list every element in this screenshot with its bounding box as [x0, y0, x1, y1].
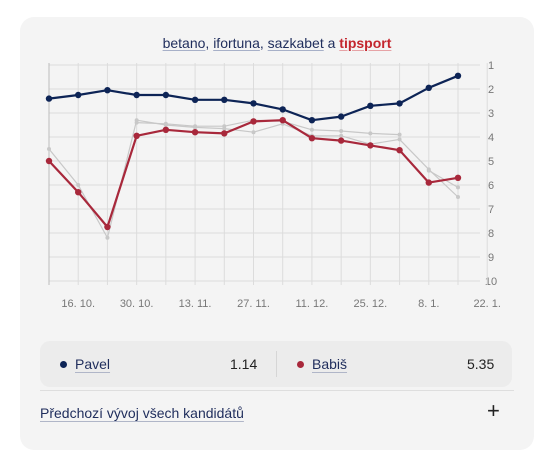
- faint-series-point: [163, 123, 168, 127]
- pavel-data-point: [308, 117, 316, 124]
- pavel-data-point: [367, 102, 374, 110]
- babis-data-point: [337, 137, 345, 144]
- x-tick-label: 25. 12.: [354, 298, 388, 310]
- x-tick-label: 27. 11.: [237, 298, 270, 310]
- odds-divider: [276, 351, 277, 377]
- title-separator: ,: [259, 35, 268, 51]
- pavel-data-point: [425, 84, 432, 92]
- faint-series-point: [134, 118, 139, 123]
- pavel-data-point: [250, 100, 257, 107]
- pavel-data-point: [279, 106, 286, 113]
- faint-series-point: [105, 235, 110, 240]
- pavel-data-point: [133, 91, 140, 99]
- faint-series-point: [456, 195, 460, 199]
- title-source-ifortuna[interactable]: ifortuna: [213, 35, 260, 51]
- x-tick-label: 30. 10.: [120, 298, 154, 310]
- pavel-data-point: [104, 87, 111, 94]
- pavel-data-point: [191, 96, 199, 104]
- faint-series-point: [397, 137, 402, 142]
- title-source-tipsport[interactable]: tipsport: [339, 35, 392, 51]
- faint-series-point: [47, 147, 51, 151]
- babis-data-point: [75, 189, 82, 196]
- babis-data-point: [250, 118, 257, 125]
- faint-series-point: [76, 183, 81, 187]
- y-tick-label: 8: [488, 228, 494, 240]
- babis-data-point: [454, 174, 462, 181]
- babis-data-point: [221, 130, 228, 137]
- y-tick-label: 2: [488, 84, 494, 96]
- faint-series-point: [426, 168, 431, 173]
- x-tick-label: 8. 1.: [418, 298, 439, 310]
- pavel-data-point: [75, 91, 82, 99]
- odds-pavel-item: Pavel: [60, 341, 110, 387]
- faint-series-point: [397, 132, 402, 137]
- odds-summary: Pavel 1.14 Babiš 5.35: [40, 341, 512, 387]
- babis-data-point: [104, 223, 111, 231]
- title-separator: a: [323, 35, 340, 51]
- line-chart: 1 2 3 4 5 6 7 8 9 10 16. 10. 30. 10. 13. 11. 27. 11. 1…: [45, 60, 501, 310]
- footer-divider: [40, 390, 514, 391]
- pavel-legend-dot: [60, 360, 67, 368]
- y-tick-label: 4: [488, 132, 494, 144]
- y-tick-label: 7: [488, 204, 494, 216]
- previous-development-link[interactable]: Předchozí vývoj všech kandidátů: [40, 405, 244, 421]
- chart-title: betano, ifortuna, sazkabet a tipsport: [20, 35, 534, 51]
- odds-babis-item: Babiš: [297, 341, 347, 387]
- babis-name-link[interactable]: Babiš: [312, 356, 348, 372]
- title-separator: ,: [205, 35, 214, 51]
- babis-data-point: [396, 147, 403, 154]
- babis-data-point: [45, 157, 53, 165]
- x-tick-label: 13. 11.: [179, 298, 212, 310]
- babis-data-point: [191, 129, 199, 136]
- title-source-betano[interactable]: betano: [162, 35, 206, 51]
- babis-data-point: [279, 117, 286, 124]
- title-source-sazkabet[interactable]: sazkabet: [267, 35, 324, 51]
- faint-series-point: [456, 185, 460, 190]
- faint-series-point: [368, 131, 373, 136]
- babis-data-point: [367, 142, 374, 149]
- faint-series-point: [222, 126, 227, 131]
- y-tick-label: 6: [488, 180, 494, 192]
- expand-plus-icon[interactable]: +: [487, 398, 500, 423]
- pavel-data-point: [162, 91, 170, 99]
- babis-odds-value: 5.35: [467, 356, 495, 372]
- faint-series-point: [193, 125, 198, 130]
- pavel-odds-value: 1.14: [230, 356, 258, 372]
- y-tick-label: 10: [485, 276, 497, 288]
- y-tick-label: 5: [488, 156, 494, 168]
- babis-data-point: [162, 126, 170, 133]
- pavel-data-point: [221, 96, 228, 104]
- babis-legend-dot: [297, 360, 304, 368]
- babis-data-point: [425, 179, 432, 186]
- faint-series-point: [339, 133, 344, 138]
- faint-series-line: [428, 170, 459, 188]
- y-tick-label: 9: [488, 252, 494, 264]
- faint-series-point: [251, 130, 256, 135]
- faint-series-point: [309, 127, 314, 132]
- pavel-data-point: [454, 72, 462, 80]
- x-tick-label: 11. 12.: [296, 298, 329, 310]
- pavel-data-point: [45, 95, 53, 102]
- x-tick-label: 16. 10.: [61, 298, 95, 310]
- x-tick-label: 22. 1.: [473, 298, 501, 310]
- y-tick-label: 1: [488, 60, 494, 72]
- pavel-data-point: [337, 113, 345, 120]
- faint-series-point: [339, 129, 344, 133]
- pavel-name-link[interactable]: Pavel: [75, 356, 111, 372]
- pavel-data-point: [396, 100, 403, 107]
- babis-data-point: [308, 135, 316, 142]
- babis-data-point: [133, 132, 140, 139]
- y-tick-label: 3: [488, 108, 494, 120]
